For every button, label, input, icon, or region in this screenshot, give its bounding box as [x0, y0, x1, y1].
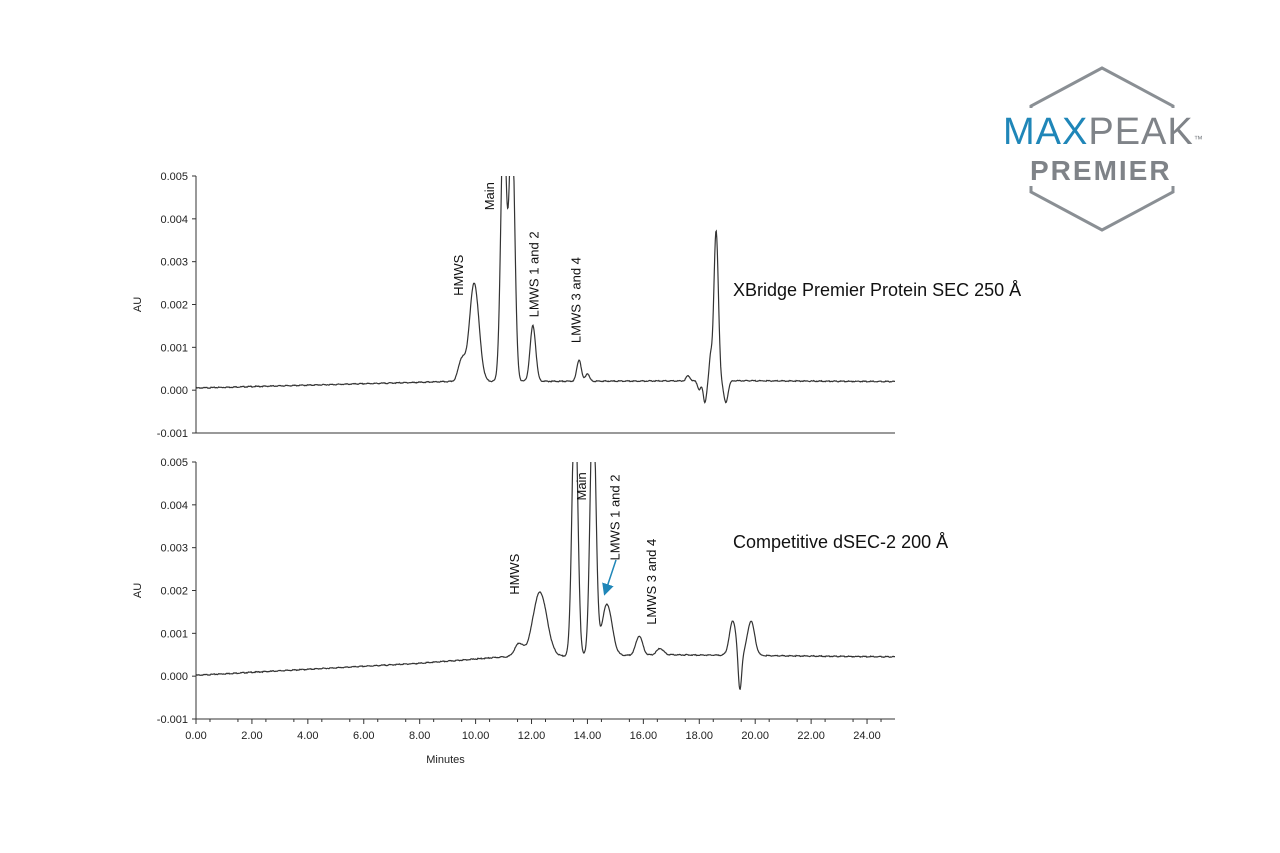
x-tick-label: 0.00 — [185, 730, 206, 742]
logo-brand-sub: PREMIER — [1030, 155, 1172, 186]
y-tick-label: 0.003 — [160, 257, 188, 269]
y-tick-label: 0.005 — [160, 457, 188, 469]
y-tick-label: 0.000 — [160, 385, 188, 397]
y-axis-label: AU — [132, 297, 144, 312]
y-tick-label: -0.001 — [157, 428, 188, 440]
peak-annotation: LMWS 3 and 4 — [644, 539, 659, 625]
maxpeak-premier-logo: MAXPEAK™ PREMIER — [995, 60, 1225, 240]
x-axis-label: Minutes — [426, 754, 465, 766]
y-axis-label: AU — [132, 583, 144, 598]
y-tick-label: 0.002 — [160, 300, 188, 312]
logo-hexagon — [1029, 66, 1175, 232]
series-label: Competitive dSEC-2 200 Å — [733, 532, 948, 552]
y-tick-label: 0.003 — [160, 543, 188, 555]
x-tick-label: 10.00 — [462, 730, 490, 742]
y-tick-label: 0.004 — [160, 500, 188, 512]
y-tick-label: 0.000 — [160, 671, 188, 683]
x-tick-label: 12.00 — [518, 730, 546, 742]
peak-annotation: Main — [574, 472, 589, 500]
x-tick-label: 22.00 — [797, 730, 825, 742]
logo-graphic: MAXPEAK™ PREMIER — [995, 66, 1225, 232]
peak-annotation: LMWS 1 and 2 — [527, 231, 542, 317]
x-tick-label: 24.00 — [853, 730, 881, 742]
series-label: XBridge Premier Protein SEC 250 Å — [733, 280, 1021, 300]
chromatogram-trace — [196, 176, 895, 404]
y-tick-label: 0.001 — [160, 342, 188, 354]
logo-tm: ™ — [1194, 134, 1204, 144]
logo-brand-left: MAX — [1003, 111, 1088, 153]
logo-text-backdrop — [995, 108, 1225, 186]
y-tick-label: 0.005 — [160, 171, 188, 183]
y-tick-label: -0.001 — [157, 714, 188, 726]
peak-annotation: HMWS — [451, 254, 466, 295]
chart-panel-top: 0.005 0.004 0.003 0.002 0.001 0.000 -0.001 AU HM… — [132, 171, 1021, 440]
x-tick-label: 2.00 — [241, 730, 262, 742]
x-tick-label: 6.00 — [353, 730, 374, 742]
logo-brand-right: PEAK — [1088, 111, 1193, 153]
x-tick-label: 8.00 — [409, 730, 430, 742]
y-tick-label: 0.002 — [160, 586, 188, 598]
x-tick-label: 16.00 — [630, 730, 658, 742]
chart-panel-bottom: 0.005 0.004 0.003 0.002 0.001 0.000 -0.001 AU 0.… — [132, 457, 948, 766]
peak-annotation: LMWS 1 and 2 — [608, 475, 623, 561]
x-tick-label: 18.00 — [686, 730, 714, 742]
peak-annotation: Main — [482, 182, 497, 210]
x-tick-label: 20.00 — [741, 730, 769, 742]
peak-annotation: HMWS — [507, 553, 522, 594]
lmws-arrow — [602, 559, 617, 596]
peak-annotation: LMWS 3 and 4 — [569, 257, 584, 343]
x-tick-label: 14.00 — [574, 730, 602, 742]
svg-text:MAXPEAK™: MAXPEAK™ — [1003, 111, 1204, 153]
x-tick-label: 4.00 — [297, 730, 318, 742]
y-tick-label: 0.001 — [160, 628, 188, 640]
y-tick-label: 0.004 — [160, 214, 188, 226]
chromatogram-trace — [196, 462, 895, 691]
